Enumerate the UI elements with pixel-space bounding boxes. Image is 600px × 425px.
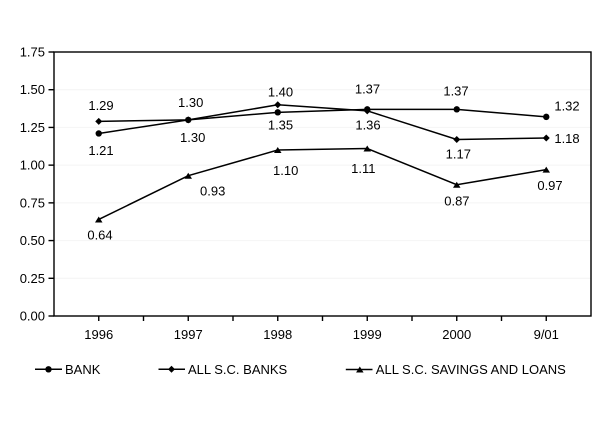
- svg-text:1.18: 1.18: [554, 131, 579, 146]
- svg-text:1.29: 1.29: [88, 98, 113, 113]
- svg-text:0.93: 0.93: [200, 184, 225, 199]
- svg-text:ALL S.C. BANKS: ALL S.C. BANKS: [188, 362, 288, 377]
- svg-text:ALL S.C. SAVINGS AND LOANS: ALL S.C. SAVINGS AND LOANS: [376, 362, 566, 377]
- svg-text:1.17: 1.17: [446, 147, 471, 162]
- svg-text:BANK: BANK: [65, 362, 101, 377]
- svg-text:0.64: 0.64: [87, 228, 112, 243]
- svg-text:1.11: 1.11: [351, 161, 375, 176]
- svg-text:0.00: 0.00: [20, 309, 45, 324]
- svg-text:1996: 1996: [84, 327, 113, 342]
- svg-text:9/01: 9/01: [534, 327, 559, 342]
- svg-text:1.36: 1.36: [355, 118, 380, 133]
- svg-text:0.97: 0.97: [537, 178, 562, 193]
- svg-text:1998: 1998: [263, 327, 292, 342]
- svg-text:1.37: 1.37: [443, 84, 468, 99]
- svg-text:1.75: 1.75: [20, 45, 45, 60]
- svg-text:1.10: 1.10: [273, 163, 298, 178]
- svg-text:1.25: 1.25: [20, 120, 45, 135]
- svg-text:0.75: 0.75: [20, 195, 45, 210]
- svg-text:0.50: 0.50: [20, 233, 45, 248]
- svg-text:1.40: 1.40: [268, 85, 293, 100]
- svg-text:1.32: 1.32: [554, 99, 579, 114]
- svg-text:1999: 1999: [353, 327, 382, 342]
- svg-text:0.87: 0.87: [444, 194, 469, 209]
- svg-text:1.00: 1.00: [20, 158, 45, 173]
- svg-text:1.30: 1.30: [178, 95, 203, 110]
- svg-text:1997: 1997: [174, 327, 203, 342]
- svg-text:0.25: 0.25: [20, 271, 45, 286]
- svg-text:1.50: 1.50: [20, 82, 45, 97]
- svg-text:1.37: 1.37: [355, 82, 380, 97]
- svg-text:1.30: 1.30: [180, 130, 205, 145]
- svg-text:1.35: 1.35: [268, 118, 293, 133]
- svg-text:1.21: 1.21: [88, 143, 113, 158]
- svg-text:2000: 2000: [442, 327, 471, 342]
